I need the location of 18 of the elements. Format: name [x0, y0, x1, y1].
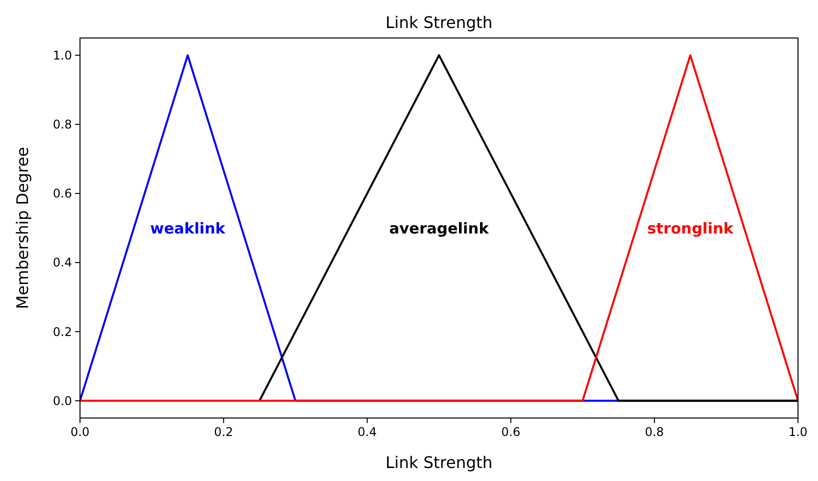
- chart-title: Link Strength: [385, 13, 493, 32]
- x-tick-label: 0.6: [501, 425, 520, 439]
- y-tick-label: 0.2: [52, 324, 72, 339]
- y-tick-label: 0.6: [52, 186, 72, 201]
- x-tick-label: 0.8: [644, 425, 664, 439]
- y-tick-label: 0.8: [52, 118, 72, 132]
- y-tick-label: 1.0: [52, 48, 72, 62]
- text: averagelink: [389, 219, 490, 238]
- series-label: stronglink: [647, 219, 734, 238]
- series-label: weaklink: [150, 219, 226, 238]
- x-axis-title: Link Strength: [385, 453, 493, 472]
- y-axis-title: Membership Degree: [13, 146, 32, 310]
- y-tick-label: 0.4: [52, 256, 72, 270]
- x-tick-label: 0.2: [214, 425, 234, 439]
- x-tick-label: 1.0: [788, 425, 808, 439]
- x-tick-label: 0.0: [70, 425, 90, 439]
- y-tick-label: 0.0: [52, 394, 72, 408]
- x-tick-label: 0.4: [358, 425, 377, 439]
